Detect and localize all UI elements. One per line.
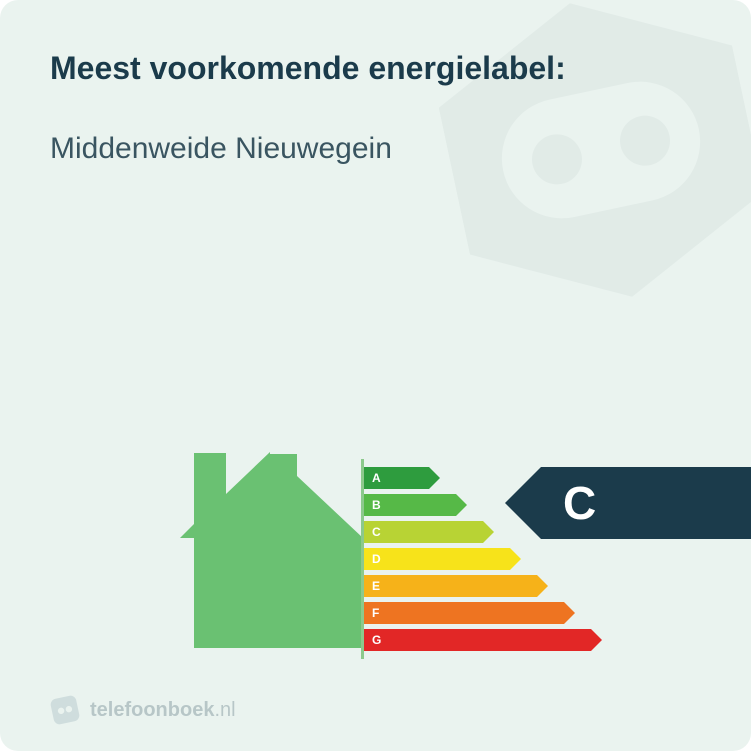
bar-label: G xyxy=(372,633,381,647)
bar-arrow xyxy=(564,602,575,624)
bar-shape xyxy=(364,521,483,543)
bar-body xyxy=(364,548,510,570)
bar-label: A xyxy=(372,471,381,485)
bar-shape xyxy=(364,602,564,624)
bar-shape xyxy=(364,575,537,597)
bar-label: D xyxy=(372,552,381,566)
bar-label: E xyxy=(372,579,380,593)
chart-area: ABCDEFG C xyxy=(50,186,701,721)
energy-bar-e: E xyxy=(364,575,644,597)
bar-shape xyxy=(364,629,591,651)
rating-badge-letter: C xyxy=(563,476,596,530)
bar-label: C xyxy=(372,525,381,539)
footer-brand-suffix: .nl xyxy=(214,699,235,721)
rating-badge-arrow xyxy=(505,467,541,539)
house-icon xyxy=(180,448,365,653)
bar-body xyxy=(364,602,564,624)
bar-label: B xyxy=(372,498,381,512)
bar-shape xyxy=(364,548,510,570)
energy-bar-f: F xyxy=(364,602,644,624)
energy-bar-g: G xyxy=(364,629,644,651)
house-shape xyxy=(180,452,363,648)
bar-body xyxy=(364,521,483,543)
bar-arrow xyxy=(537,575,548,597)
bar-arrow xyxy=(483,521,494,543)
card-title: Meest voorkomende energielabel: xyxy=(50,50,701,87)
bar-arrow xyxy=(429,467,440,489)
card-subtitle: Middenweide Nieuwegein xyxy=(50,132,701,166)
energy-label-card: Meest voorkomende energielabel: Middenwe… xyxy=(0,0,751,751)
footer-logo-icon xyxy=(47,692,83,728)
rating-badge: C xyxy=(541,467,751,539)
footer-logo: telefoonboek.nl xyxy=(50,695,236,725)
footer-brand: telefoonboek.nl xyxy=(90,699,236,722)
bar-label: F xyxy=(372,606,379,620)
bar-arrow xyxy=(510,548,521,570)
energy-bar-d: D xyxy=(364,548,644,570)
bar-body xyxy=(364,575,537,597)
bar-body xyxy=(364,629,591,651)
bar-arrow xyxy=(456,494,467,516)
footer-brand-bold: telefoonboek xyxy=(90,699,214,721)
bar-arrow xyxy=(591,629,602,651)
